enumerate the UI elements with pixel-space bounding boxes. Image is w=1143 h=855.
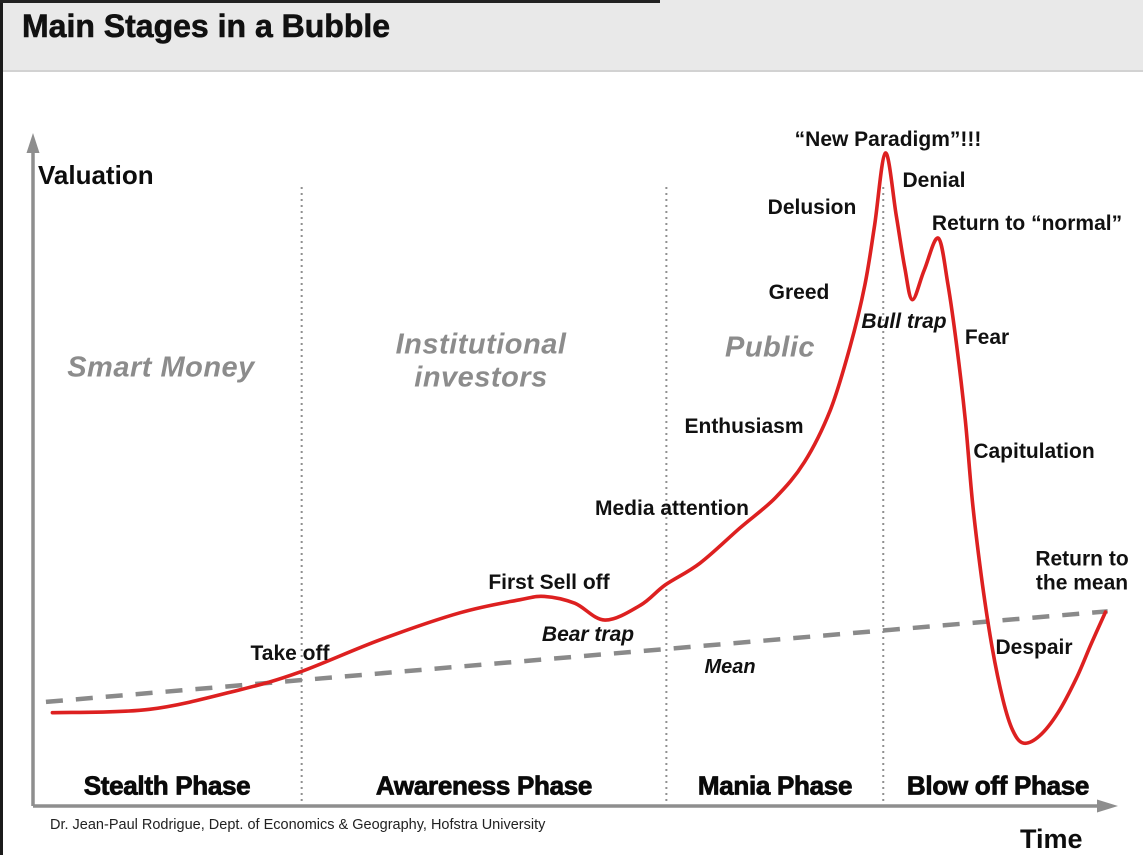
valuation-axis-arrowhead — [26, 133, 40, 153]
time-axis-arrowhead — [1097, 799, 1118, 813]
mean-dashed-line — [45, 609, 1108, 705]
title-bar: Main Stages in a Bubble — [0, 0, 1143, 72]
attribution-text: Dr. Jean-Paul Rodrigue, Dept. of Economi… — [50, 817, 546, 833]
left-edge-border — [0, 0, 3, 855]
page-title: Main Stages in a Bubble — [22, 8, 391, 45]
bubble-curve — [50, 151, 1108, 746]
top-edge-border — [0, 0, 660, 3]
